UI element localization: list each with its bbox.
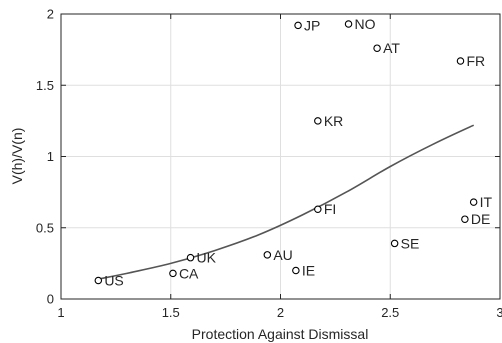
axis-ticks: 1 1.5 2 2.5 3 0 0.5 1 1.5 2: [36, 7, 502, 321]
data-point-at: [373, 44, 381, 52]
point-label-us: US: [104, 272, 123, 288]
x-tick-label: 2: [277, 305, 284, 320]
point-label-ie: IE: [302, 263, 315, 279]
point-label-au: AU: [273, 247, 292, 263]
data-point-jp: [294, 21, 302, 30]
data-point-it: [469, 198, 478, 206]
data-point-se: [390, 239, 399, 248]
data-point-fi: [314, 205, 322, 213]
data-point-kr: [314, 117, 322, 125]
x-tick-label: 2.5: [381, 305, 399, 320]
point-label-jp: JP: [304, 17, 320, 33]
point-label-se: SE: [401, 235, 420, 251]
x-tick-label: 3: [496, 305, 502, 320]
fit-curve: [98, 124, 475, 280]
data-point-uk: [186, 253, 195, 262]
point-label-it: IT: [480, 194, 493, 210]
data-point-us: [94, 276, 103, 285]
data-point-fr: [456, 57, 465, 65]
point-label-kr: KR: [324, 113, 343, 129]
point-label-at: AT: [383, 40, 400, 56]
point-label-fi: FI: [324, 201, 336, 217]
y-axis-label: V(h)/V(n): [9, 128, 25, 185]
point-label-ca: CA: [179, 265, 199, 281]
point-label-fr: FR: [466, 53, 485, 69]
y-tick-label: 1.5: [36, 78, 54, 93]
point-label-uk: UK: [197, 250, 217, 266]
data-point-de: [461, 215, 469, 223]
x-tick-label: 1.5: [162, 305, 180, 320]
x-axis-label: Protection Against Dismissal: [192, 326, 369, 342]
y-tick-label: 0.5: [36, 220, 54, 235]
data-point-ca: [169, 269, 177, 278]
point-label-de: DE: [471, 211, 490, 227]
y-tick-label: 1: [47, 149, 54, 164]
x-tick-label: 1: [57, 305, 64, 320]
point-label-no: NO: [355, 16, 376, 32]
data-point-ie: [292, 266, 300, 275]
y-tick-label: 2: [47, 7, 54, 22]
data-point-au: [263, 251, 272, 259]
y-tick-label: 0: [47, 292, 54, 307]
data-point-no: [344, 20, 353, 28]
